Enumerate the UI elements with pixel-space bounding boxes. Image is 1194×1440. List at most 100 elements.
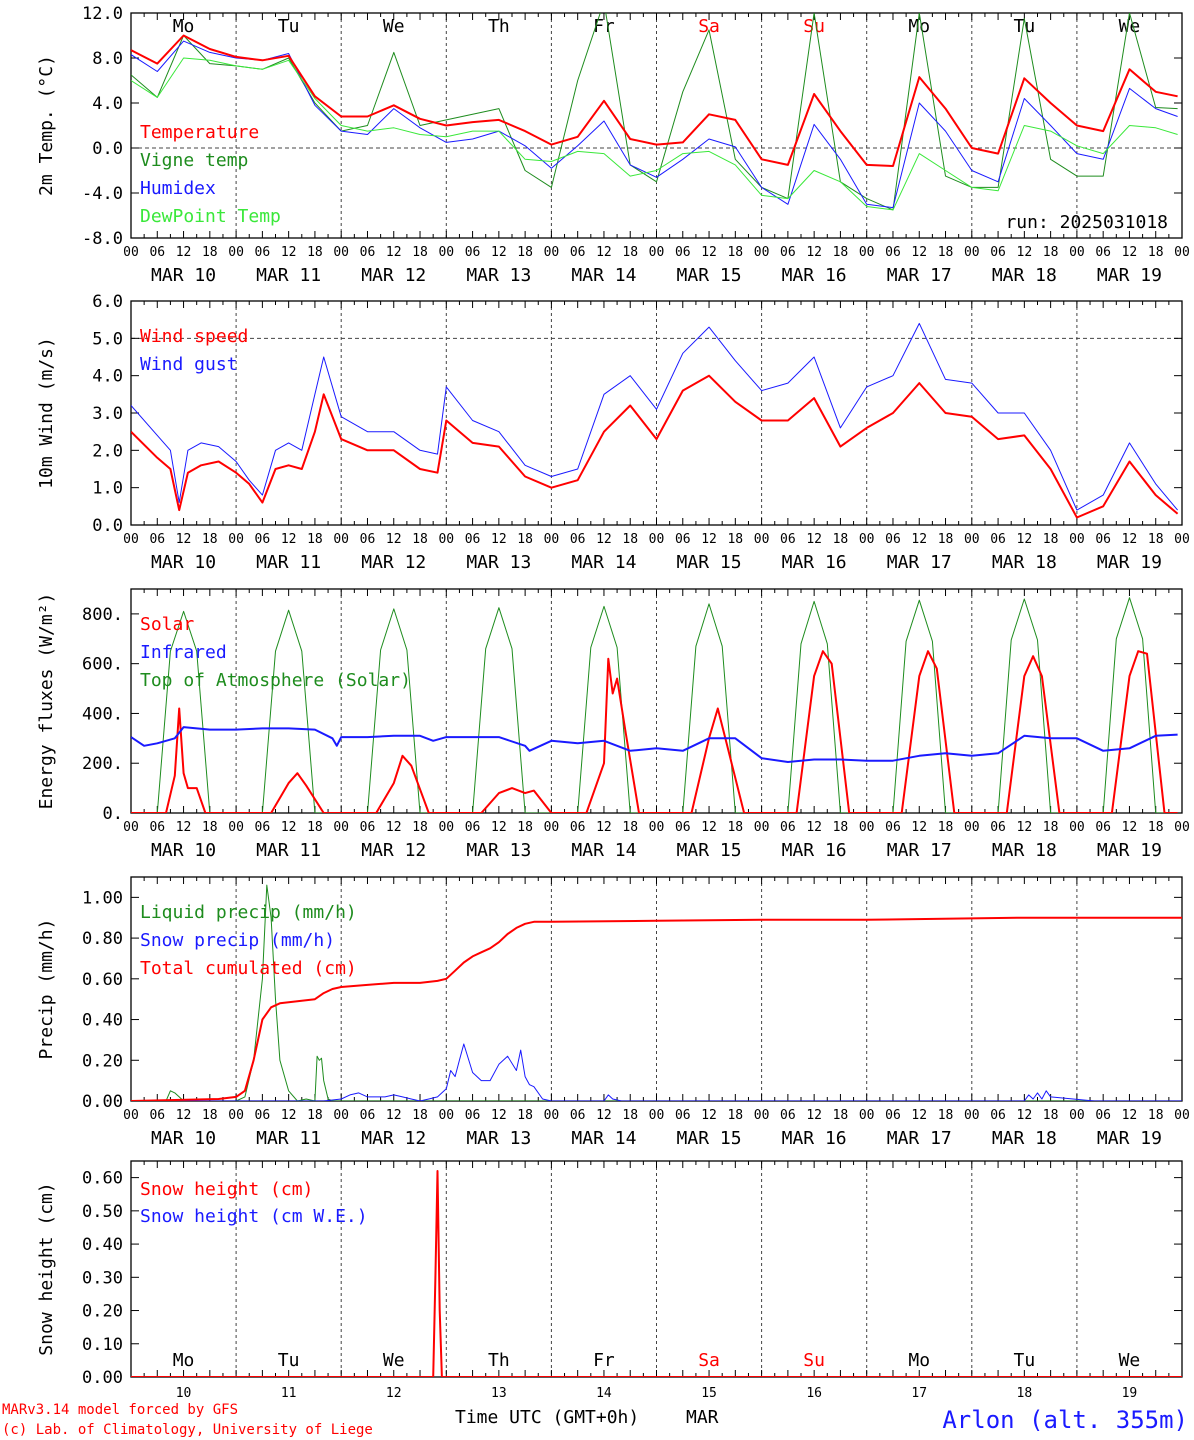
- y-tick-label: 3.0: [92, 404, 123, 424]
- hour-tick-label: 18: [938, 245, 954, 260]
- date-label: MAR 12: [361, 1128, 426, 1149]
- legend-entry: Snow height (cm W.E.): [140, 1206, 368, 1227]
- date-label: MAR 14: [571, 552, 636, 573]
- y-axis-label: 2m Temp. (°C): [36, 55, 57, 196]
- hour-tick-label: 12: [806, 532, 822, 547]
- date-label: MAR 16: [782, 840, 847, 861]
- panel-2: 6.0 5.0 4.0 3.0 2.0 1.0 0.0 10m Wind (m/s) 00 06 1…: [36, 292, 1190, 573]
- day-label: We: [383, 1350, 405, 1371]
- hour-tick-label: 18: [938, 532, 954, 547]
- series-line-wind-speed: [131, 374, 1179, 519]
- day-number-label: 19: [1122, 1386, 1138, 1401]
- series-group: [131, 13, 1178, 211]
- hour-tick-label: 12: [911, 532, 927, 547]
- hour-tick-label: 18: [412, 1108, 428, 1123]
- hour-tick-label: 18: [307, 245, 323, 260]
- date-label: MAR 17: [887, 1128, 952, 1149]
- day-label: We: [1119, 1350, 1141, 1371]
- hour-tick-label: 00: [544, 532, 560, 547]
- hour-tick-label: 06: [360, 532, 376, 547]
- hour-tick-label: 12: [386, 245, 402, 260]
- hour-tick-label: 06: [255, 532, 271, 547]
- hour-tick-label: 00: [1069, 820, 1085, 835]
- date-label: MAR 13: [466, 265, 531, 286]
- day-label: We: [1119, 16, 1141, 37]
- hour-tick-label: 06: [780, 532, 796, 547]
- day-label: Th: [488, 1350, 510, 1371]
- hour-tick-label: 18: [833, 820, 849, 835]
- hour-tick-label: 06: [990, 820, 1006, 835]
- hour-tick-label: 00: [649, 245, 665, 260]
- hour-tick-label: 12: [176, 532, 192, 547]
- date-label: MAR 11: [256, 1128, 321, 1149]
- date-label: MAR 17: [887, 552, 952, 573]
- legend-entry: Vigne temp: [140, 150, 248, 171]
- panel-1: 12.0 8.0 4.0 0.0 -4.0 -8.0 2m Temp. (°C) Mo Tu We…: [36, 4, 1190, 286]
- day-label: Fr: [593, 1350, 615, 1371]
- y-tick-label: 400.: [82, 704, 123, 724]
- date-label: MAR 18: [992, 552, 1057, 573]
- y-tick-label: 1.0: [92, 479, 123, 499]
- hour-tick-label: 12: [1122, 1108, 1138, 1123]
- y-tick-label: 8.0: [92, 49, 123, 69]
- hour-tick-label: 12: [491, 532, 507, 547]
- hour-tick-label: 18: [622, 1108, 638, 1123]
- day-label: We: [383, 16, 405, 37]
- hour-tick-label: 00: [859, 245, 875, 260]
- y-tick-label: 0.80: [82, 929, 123, 949]
- hour-tick-label: 06: [990, 245, 1006, 260]
- series-line-humidex: [131, 40, 1178, 209]
- day-label: Tu: [1014, 16, 1036, 37]
- date-label: MAR 19: [1097, 265, 1162, 286]
- hour-tick-label: 00: [333, 1108, 349, 1123]
- y-tick-label: 0.10: [82, 1335, 123, 1355]
- series-line-total-cumulated-cm-: [131, 916, 1182, 1101]
- hour-tick-label: 18: [1148, 245, 1164, 260]
- y-tick-label: 600.: [82, 655, 123, 675]
- y-tick-label: 2.0: [92, 441, 123, 461]
- panel-4: 1.00 0.80 0.60 0.40 0.20 0.00 Precip (mm/h) 00 0…: [36, 876, 1190, 1149]
- hour-tick-label: 00: [1174, 245, 1190, 260]
- hour-tick-label: 18: [517, 820, 533, 835]
- hour-tick-label: 12: [1017, 1108, 1033, 1123]
- series-line-wind-gust: [131, 322, 1178, 511]
- hour-tick-label: 00: [123, 532, 139, 547]
- hour-tick-label: 12: [1122, 245, 1138, 260]
- hour-tick-label: 06: [360, 245, 376, 260]
- hour-tick-label: 06: [255, 1108, 271, 1123]
- hour-tick-label: 00: [754, 820, 770, 835]
- hour-tick-label: 00: [438, 532, 454, 547]
- hour-tick-label: 00: [964, 532, 980, 547]
- hour-tick-label: 18: [727, 1108, 743, 1123]
- legend-entry: Snow height (cm): [140, 1179, 313, 1200]
- hour-tick-label: 00: [544, 1108, 560, 1123]
- date-label: MAR 14: [571, 1128, 636, 1149]
- hour-tick-label: 00: [649, 1108, 665, 1123]
- hour-tick-label: 12: [386, 820, 402, 835]
- hour-tick-label: 00: [228, 1108, 244, 1123]
- date-label: MAR 13: [466, 552, 531, 573]
- date-label: MAR 15: [677, 840, 742, 861]
- date-label: MAR 16: [782, 552, 847, 573]
- day-label: Fr: [593, 16, 615, 37]
- hour-tick-label: 06: [675, 245, 691, 260]
- hour-tick-label: 06: [149, 820, 165, 835]
- day-number-label: 11: [281, 1386, 297, 1401]
- hour-tick-label: 06: [570, 820, 586, 835]
- hour-tick-label: 00: [964, 245, 980, 260]
- y-tick-label: 200.: [82, 754, 123, 774]
- series-line-infrared: [131, 726, 1178, 763]
- series-line-snow-height-cm-: [131, 1170, 1182, 1377]
- hour-tick-label: 00: [964, 1108, 980, 1123]
- hour-tick-label: 00: [1069, 1108, 1085, 1123]
- y-axis-label: Precip (mm/h): [36, 919, 57, 1060]
- y-tick-label: 0.: [103, 804, 123, 824]
- x-axis-month: MAR: [686, 1407, 719, 1428]
- hour-tick-label: 18: [1148, 532, 1164, 547]
- hour-tick-label: 18: [622, 820, 638, 835]
- hour-tick-label: 18: [1043, 820, 1059, 835]
- date-label: MAR 15: [677, 265, 742, 286]
- panel-frame: [130, 588, 1183, 814]
- hour-tick-label: 12: [596, 532, 612, 547]
- hour-tick-label: 06: [465, 820, 481, 835]
